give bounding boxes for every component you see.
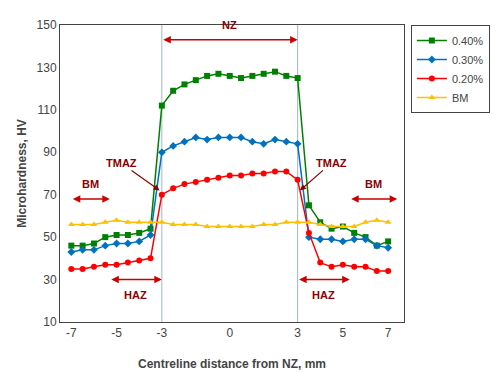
svg-text:0.20%: 0.20%	[452, 73, 483, 85]
svg-text:Microhardness, HV: Microhardness, HV	[15, 119, 29, 228]
svg-text:30: 30	[43, 273, 57, 287]
svg-text:TMAZ: TMAZ	[316, 157, 347, 169]
svg-text:-3: -3	[157, 326, 168, 340]
svg-text:110: 110	[37, 103, 56, 117]
svg-text:-5: -5	[111, 326, 122, 340]
svg-text:150: 150	[37, 18, 57, 32]
svg-text:70: 70	[43, 188, 57, 202]
svg-text:90: 90	[43, 145, 57, 159]
svg-text:0: 0	[226, 326, 233, 340]
svg-text:130: 130	[37, 61, 57, 75]
svg-text:BM: BM	[365, 178, 382, 190]
svg-text:NZ: NZ	[222, 19, 237, 31]
svg-text:0.30%: 0.30%	[452, 54, 483, 66]
svg-text:BM: BM	[452, 92, 469, 104]
svg-text:5: 5	[340, 326, 347, 340]
svg-text:10: 10	[43, 315, 57, 329]
svg-text:TMAZ: TMAZ	[106, 157, 137, 169]
svg-text:3: 3	[294, 326, 301, 340]
svg-text:HAZ: HAZ	[124, 289, 147, 301]
svg-text:-7: -7	[66, 326, 77, 340]
svg-text:Centreline distance from NZ, m: Centreline distance from NZ, mm	[138, 357, 326, 371]
svg-text:7: 7	[385, 326, 392, 340]
svg-text:0.40%: 0.40%	[452, 35, 483, 47]
svg-text:50: 50	[43, 230, 57, 244]
svg-text:HAZ: HAZ	[312, 289, 335, 301]
svg-text:BM: BM	[82, 178, 99, 190]
